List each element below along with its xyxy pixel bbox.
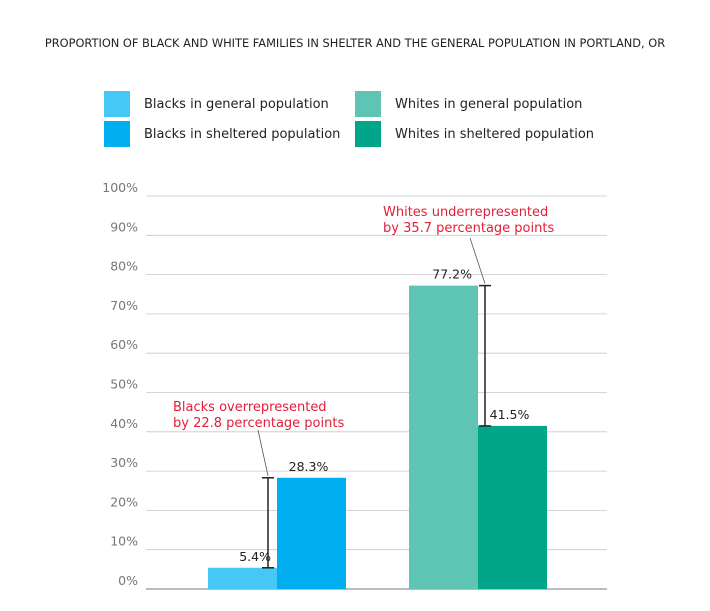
y-tick-label: 60% bbox=[110, 337, 138, 352]
annotation-text: by 22.8 percentage points bbox=[173, 416, 344, 431]
y-tick-label: 10% bbox=[110, 534, 138, 549]
y-tick-label: 30% bbox=[110, 455, 138, 470]
annotation-leader-line bbox=[469, 237, 486, 284]
y-tick-label: 100% bbox=[102, 180, 138, 195]
data-label: 28.3% bbox=[289, 459, 329, 474]
annotation-text: by 35.7 percentage points bbox=[383, 221, 554, 236]
y-tick-label: 40% bbox=[110, 416, 138, 431]
annotation-text: Whites underrepresented bbox=[383, 205, 548, 220]
bar-whites-in-sheltered-population bbox=[478, 425, 547, 589]
y-tick-label: 90% bbox=[110, 219, 138, 234]
y-tick-label: 50% bbox=[110, 377, 138, 392]
y-tick-label: 80% bbox=[110, 259, 138, 274]
legend-item-blacks-general: Blacks in general population bbox=[104, 91, 329, 117]
data-label: 5.4% bbox=[239, 549, 271, 564]
legend-label-blacks-general: Blacks in general population bbox=[144, 96, 329, 112]
legend-label-whites-sheltered: Whites in sheltered population bbox=[395, 126, 595, 142]
data-label: 41.5% bbox=[490, 407, 530, 422]
legend-item-whites-sheltered: Whites in sheltered population bbox=[355, 121, 594, 147]
legend-swatch-blacks-sheltered bbox=[104, 121, 130, 147]
bar-whites-in-general-population bbox=[409, 285, 478, 589]
legend-item-blacks-sheltered: Blacks in sheltered population bbox=[104, 121, 340, 147]
legend-swatch-whites-sheltered bbox=[355, 121, 381, 147]
bar-blacks-in-general-population bbox=[208, 567, 277, 589]
y-tick-label: 20% bbox=[110, 494, 138, 509]
annotation-leader-line bbox=[257, 429, 269, 476]
legend-label-blacks-sheltered: Blacks in sheltered population bbox=[144, 126, 341, 142]
y-tick-label: 70% bbox=[110, 298, 138, 313]
data-label: 77.2% bbox=[432, 267, 472, 282]
legend-label-whites-general: Whites in general population bbox=[395, 96, 583, 112]
annotation-text: Blacks overrepresented bbox=[173, 400, 327, 415]
y-tick-label: 0% bbox=[118, 573, 138, 588]
legend-swatch-blacks-general bbox=[104, 91, 130, 117]
chart-title: PROPORTION OF BLACK AND WHITE FAMILIES I… bbox=[44, 36, 666, 50]
bar-blacks-in-sheltered-population bbox=[277, 477, 346, 589]
legend-item-whites-general: Whites in general population bbox=[355, 91, 582, 117]
legend-swatch-whites-general bbox=[355, 91, 381, 117]
